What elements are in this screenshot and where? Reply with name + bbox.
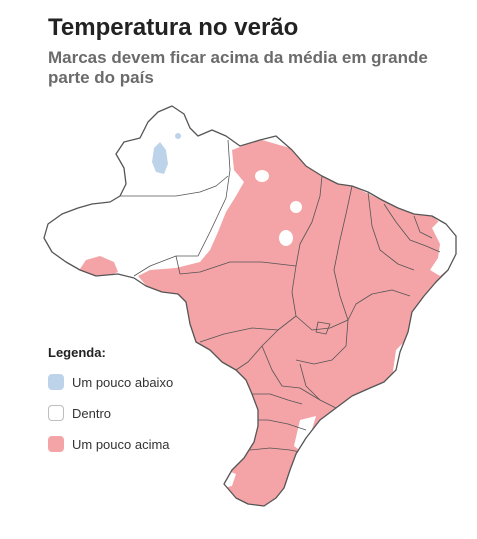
legend-label-within: Dentro — [72, 405, 112, 421]
legend-swatch-below — [48, 374, 64, 390]
legend-label-below: Um pouco abaixo — [72, 374, 174, 390]
legend: Legenda: Um pouco abaixo Dentro Um pouco… — [48, 345, 173, 465]
map-subtitle: Marcas devem ficar acima da média em gra… — [48, 48, 428, 87]
legend-item-within: Dentro — [48, 403, 173, 423]
within-average-spot — [290, 201, 302, 213]
legend-swatch-above — [48, 436, 64, 452]
legend-swatch-within — [48, 405, 64, 421]
within-average-spot — [279, 230, 293, 246]
below-average-spot — [175, 133, 181, 139]
below-average-region — [152, 142, 168, 174]
legend-label-above: Um pouco acima — [72, 436, 170, 452]
within-average-south-coast — [294, 416, 316, 452]
map-title: Temperatura no verão — [48, 14, 299, 41]
legend-title: Legenda: — [48, 345, 106, 360]
legend-item-below: Um pouco abaixo — [48, 372, 173, 392]
state-borders — [120, 139, 441, 453]
legend-item-above: Um pouco acima — [48, 434, 173, 454]
within-average-spot — [255, 170, 269, 182]
